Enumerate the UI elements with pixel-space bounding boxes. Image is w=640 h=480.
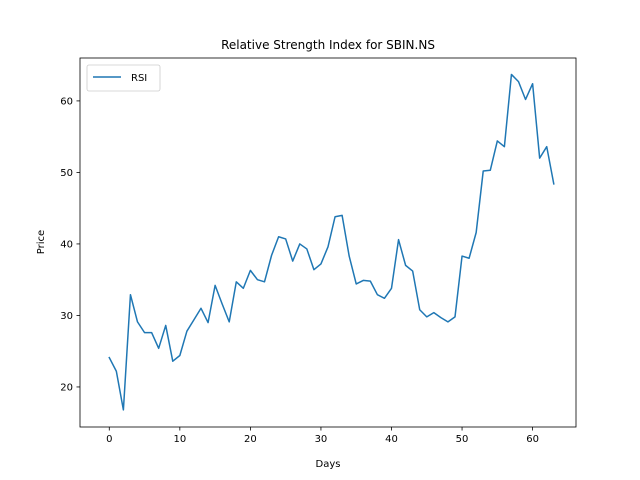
y-axis: 20 30 40 50 60 (60, 96, 80, 393)
legend: RSI (86, 64, 161, 92)
x-tick-label: 20 (244, 434, 257, 445)
y-tick-label: 40 (60, 239, 73, 250)
x-tick-label: 40 (385, 434, 398, 445)
x-tick-label: 30 (315, 434, 328, 445)
x-axis: 0 10 20 30 40 50 60 (106, 427, 539, 445)
y-tick-label: 60 (60, 96, 73, 107)
axes-frame (79, 57, 577, 428)
x-tick-label: 50 (456, 434, 469, 445)
x-tick-label: 60 (526, 434, 539, 445)
x-axis-label: Days (316, 459, 341, 470)
series-line-rsi (108, 73, 555, 411)
legend-label-rsi: RSI (131, 73, 147, 84)
y-tick-label: 20 (60, 382, 73, 393)
y-axis-label: Price (36, 230, 47, 254)
chart-title: Relative Strength Index for SBIN.NS (221, 38, 435, 52)
x-tick-label: 10 (173, 434, 186, 445)
plot-area (108, 73, 555, 411)
y-tick-label: 30 (60, 311, 73, 322)
x-tick-label: 0 (106, 434, 112, 445)
legend-box (86, 64, 161, 92)
y-tick-label: 50 (60, 168, 73, 179)
